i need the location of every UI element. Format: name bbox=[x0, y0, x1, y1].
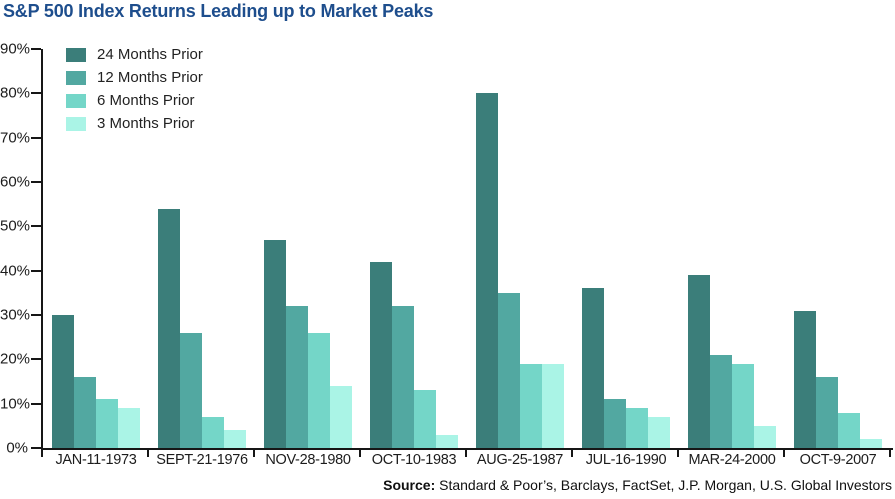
x-axis-label: MAR-24-2000 bbox=[688, 452, 776, 468]
bar bbox=[286, 306, 308, 448]
bar bbox=[688, 275, 710, 448]
x-axis-label: NOV-28-1980 bbox=[265, 452, 351, 468]
bar bbox=[370, 261, 392, 448]
x-axis-labels: JAN-11-1973 SEPT-21-1976 NOV-28-1980 OCT-10… bbox=[43, 452, 891, 468]
x-axis-label: OCT-9-2007 bbox=[799, 452, 877, 468]
bar-group-jul-16-1990 bbox=[573, 49, 679, 448]
bar bbox=[860, 439, 882, 448]
bar bbox=[476, 93, 498, 448]
bar bbox=[202, 416, 224, 448]
legend-item: 12 Months Prior bbox=[66, 66, 203, 89]
plot-area bbox=[43, 49, 891, 448]
y-tick bbox=[31, 314, 41, 316]
y-tick bbox=[31, 402, 41, 405]
legend-swatch-icon bbox=[66, 93, 86, 108]
bar bbox=[224, 430, 246, 448]
x-tick bbox=[147, 450, 149, 457]
y-tick-label: 0% bbox=[6, 439, 28, 457]
y-tick-label: 80% bbox=[0, 84, 31, 102]
y-tick bbox=[31, 447, 41, 449]
bar bbox=[582, 288, 604, 448]
bar bbox=[158, 208, 180, 448]
legend: 24 Months Prior 12 Months Prior 6 Months P… bbox=[66, 43, 203, 135]
bar bbox=[648, 416, 670, 448]
bar-group-oct-10-1983 bbox=[361, 49, 467, 448]
bar bbox=[436, 434, 458, 448]
x-tick bbox=[677, 450, 679, 457]
bar-group-mar-24-2000 bbox=[679, 49, 785, 448]
chart-title: S&P 500 Index Returns Leading up to Mark… bbox=[3, 1, 434, 21]
y-tick-label: 90% bbox=[0, 40, 31, 58]
bar bbox=[392, 306, 414, 448]
x-axis-label: SEPT-21-1976 bbox=[156, 452, 248, 468]
y-axis-line bbox=[41, 49, 43, 450]
source-text: Standard & Poor’s, Barclays, FactSet, J.… bbox=[435, 477, 892, 493]
bar bbox=[732, 363, 754, 448]
y-tick bbox=[31, 358, 41, 361]
x-axis-label: JUL-16-1990 bbox=[585, 452, 667, 468]
y-tick-label: 20% bbox=[0, 350, 31, 368]
bar bbox=[838, 412, 860, 448]
bar-group-aug-25-1987 bbox=[467, 49, 573, 448]
legend-swatch-icon bbox=[66, 70, 86, 85]
legend-label: 6 Months Prior bbox=[97, 92, 195, 109]
legend-label: 24 Months Prior bbox=[97, 46, 203, 63]
x-tick bbox=[889, 450, 891, 457]
bar bbox=[794, 310, 816, 448]
bar bbox=[626, 408, 648, 448]
legend-swatch-icon bbox=[66, 116, 86, 131]
source-label: Source: bbox=[383, 477, 436, 493]
y-tick bbox=[31, 225, 41, 228]
legend-item: 3 Months Prior bbox=[66, 112, 203, 135]
y-tick bbox=[31, 92, 41, 95]
bar-group-jan-11-1973 bbox=[43, 49, 149, 448]
bar bbox=[52, 315, 74, 448]
x-tick bbox=[359, 450, 361, 457]
x-tick bbox=[783, 450, 785, 457]
x-tick bbox=[571, 450, 573, 457]
bar bbox=[308, 332, 330, 448]
y-tick bbox=[31, 181, 41, 183]
y-tick-label: 30% bbox=[0, 306, 31, 324]
y-tick bbox=[31, 136, 41, 139]
bar-group-nov-28-1980 bbox=[255, 49, 361, 448]
y-tick bbox=[31, 269, 41, 272]
legend-item: 24 Months Prior bbox=[66, 43, 203, 66]
x-axis-line bbox=[41, 448, 893, 450]
legend-item: 6 Months Prior bbox=[66, 89, 203, 112]
y-tick-label: 50% bbox=[0, 217, 31, 235]
legend-swatch-icon bbox=[66, 47, 86, 62]
x-tick bbox=[253, 450, 255, 457]
bar bbox=[414, 390, 436, 448]
legend-label: 3 Months Prior bbox=[97, 115, 195, 132]
y-tick-label: 70% bbox=[0, 129, 31, 147]
x-axis-label: AUG-25-1987 bbox=[476, 452, 564, 468]
bar bbox=[816, 377, 838, 448]
y-tick-label: 10% bbox=[0, 395, 31, 413]
x-axis-label: OCT-10-1983 bbox=[371, 452, 457, 468]
y-tick-label: 60% bbox=[0, 173, 31, 191]
bar bbox=[542, 363, 564, 448]
x-tick bbox=[465, 450, 467, 457]
legend-label: 12 Months Prior bbox=[97, 69, 203, 86]
x-tick bbox=[41, 450, 43, 457]
bar-group-oct-9-2007 bbox=[785, 49, 891, 448]
bar bbox=[520, 363, 542, 448]
bar bbox=[604, 399, 626, 448]
bar bbox=[264, 239, 286, 448]
bar bbox=[710, 354, 732, 448]
y-tick-label: 40% bbox=[0, 262, 31, 280]
bar bbox=[118, 408, 140, 448]
bar bbox=[74, 377, 96, 448]
bar bbox=[330, 385, 352, 448]
bar bbox=[498, 292, 520, 448]
y-tick bbox=[31, 48, 41, 50]
bar bbox=[754, 425, 776, 448]
bar bbox=[180, 332, 202, 448]
source-note: Source: Standard & Poor’s, Barclays, Fac… bbox=[383, 477, 892, 493]
bar-group-sept-21-1976 bbox=[149, 49, 255, 448]
x-axis-label: JAN-11-1973 bbox=[55, 452, 137, 468]
bar bbox=[96, 399, 118, 448]
